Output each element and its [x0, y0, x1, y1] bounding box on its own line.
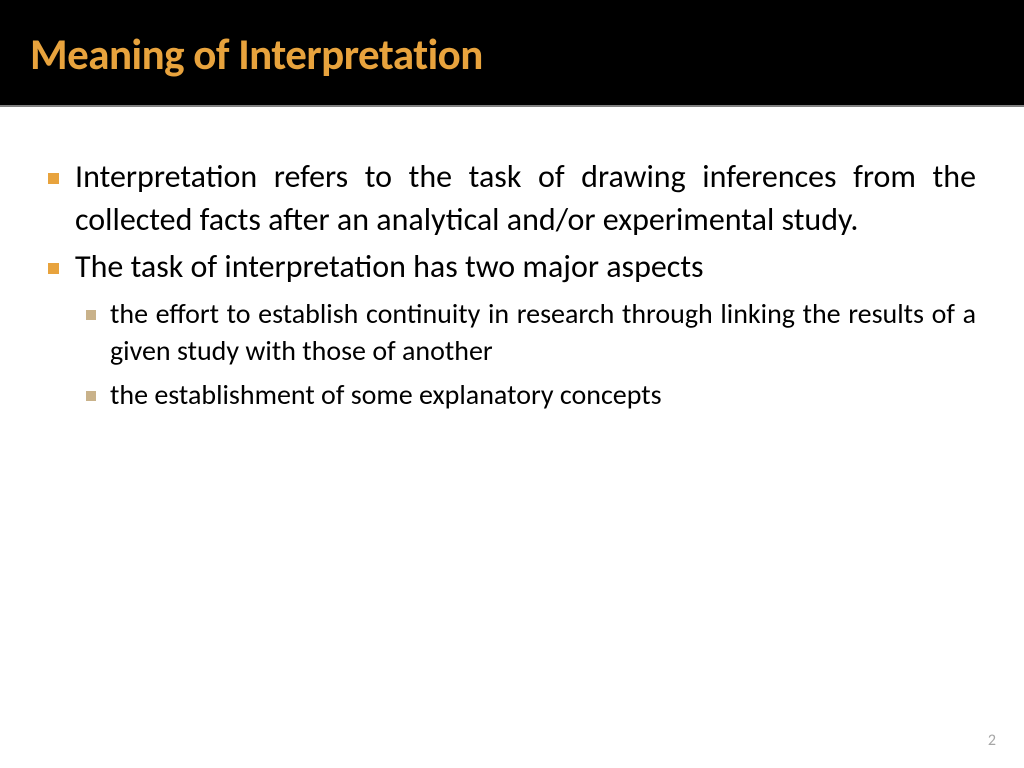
bullet-square-icon [86, 310, 96, 320]
bullet-item: the effort to establish continuity in re… [86, 295, 976, 371]
bullet-item: Interpretation refers to the task of dra… [48, 155, 976, 241]
slide-header: Meaning of Interpretation [0, 0, 1024, 107]
slide-title: Meaning of Interpretation [30, 28, 994, 81]
bullet-item: The task of interpretation has two major… [48, 245, 976, 288]
page-number: 2 [988, 731, 996, 750]
bullet-item: the establishment of some explanatory co… [86, 376, 976, 414]
slide-body: Interpretation refers to the task of dra… [0, 107, 1024, 414]
bullet-text: the effort to establish continuity in re… [110, 295, 976, 371]
bullet-text: the establishment of some explanatory co… [110, 376, 976, 414]
bullet-square-icon [86, 391, 96, 401]
bullet-text: The task of interpretation has two major… [75, 245, 976, 288]
bullet-square-icon [48, 263, 59, 274]
bullet-square-icon [48, 173, 59, 184]
bullet-text: Interpretation refers to the task of dra… [75, 155, 976, 241]
